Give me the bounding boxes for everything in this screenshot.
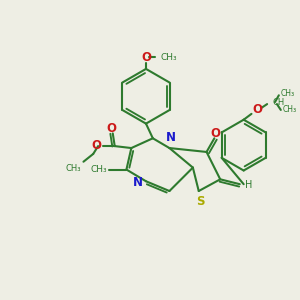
Text: H: H bbox=[245, 180, 252, 190]
Text: N: N bbox=[133, 176, 143, 189]
Text: CH₃: CH₃ bbox=[66, 164, 82, 173]
Text: CH₃: CH₃ bbox=[90, 165, 107, 174]
Text: O: O bbox=[91, 139, 101, 152]
Text: N: N bbox=[165, 131, 176, 144]
Text: CH₃: CH₃ bbox=[283, 105, 297, 114]
Text: O: O bbox=[210, 127, 220, 140]
Text: O: O bbox=[141, 51, 151, 64]
Text: S: S bbox=[196, 195, 205, 208]
Text: CH₃: CH₃ bbox=[281, 89, 295, 98]
Text: CH: CH bbox=[272, 98, 284, 106]
Text: CH₃: CH₃ bbox=[160, 53, 177, 62]
Text: O: O bbox=[107, 122, 117, 135]
Text: O: O bbox=[252, 103, 262, 116]
